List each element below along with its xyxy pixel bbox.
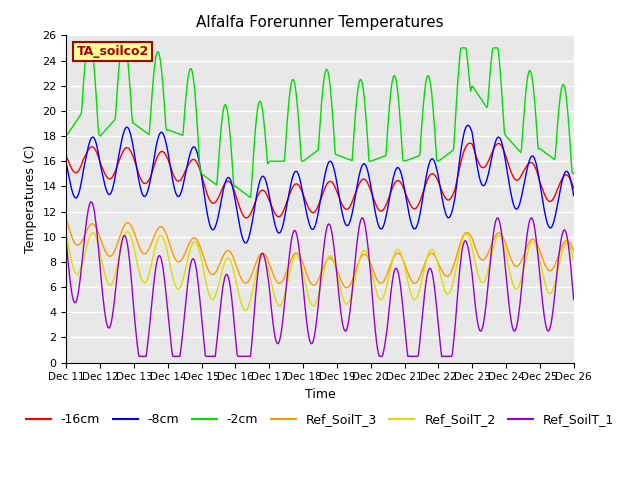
X-axis label: Time: Time xyxy=(305,388,335,401)
Title: Alfalfa Forerunner Temperatures: Alfalfa Forerunner Temperatures xyxy=(196,15,444,30)
Y-axis label: Temperatures (C): Temperatures (C) xyxy=(24,145,37,253)
Text: TA_soilco2: TA_soilco2 xyxy=(77,45,148,58)
Legend: -16cm, -8cm, -2cm, Ref_SoilT_3, Ref_SoilT_2, Ref_SoilT_1: -16cm, -8cm, -2cm, Ref_SoilT_3, Ref_Soil… xyxy=(20,408,620,431)
